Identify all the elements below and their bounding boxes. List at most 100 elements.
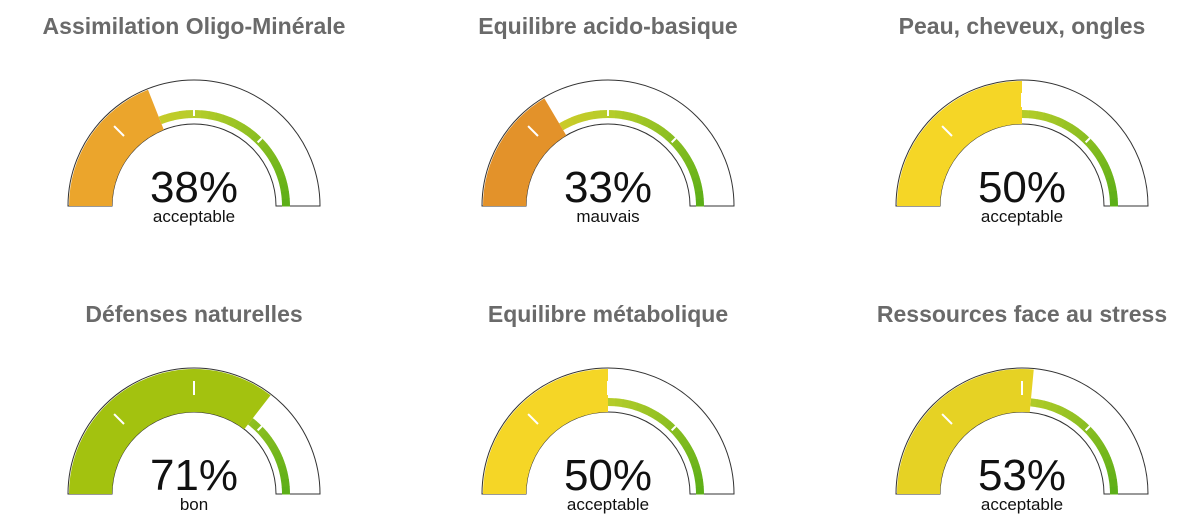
scale-segment	[1067, 412, 1079, 424]
gauge-title: Ressources face au stress	[877, 301, 1167, 327]
gauge-tick	[1084, 137, 1091, 144]
scale-segment	[280, 478, 290, 488]
scale-segment	[600, 110, 609, 119]
gauge-value-label: 50%	[978, 163, 1066, 212]
scale-segment	[272, 450, 283, 461]
scale-segment	[256, 138, 268, 150]
scale-segment	[665, 133, 677, 145]
gauge: Equilibre acido-basique 33%mauvais	[478, 13, 737, 226]
scale-segment	[1035, 111, 1045, 121]
gauge-value-label: 38%	[150, 163, 238, 212]
scale-segment	[608, 398, 617, 407]
scale-segment	[207, 111, 217, 121]
gauge-value-fill	[483, 98, 567, 206]
scale-segment	[628, 400, 639, 411]
scale-segment	[621, 111, 631, 121]
gauge-tick	[256, 425, 263, 432]
scale-segment	[277, 176, 288, 186]
scale-segment	[694, 478, 704, 488]
scale-segment	[277, 464, 288, 474]
gauge-title: Défenses naturelles	[85, 301, 302, 327]
scale-segment	[659, 128, 671, 140]
scale-segment	[585, 111, 595, 121]
scale-segment	[256, 426, 268, 438]
scale-segment	[689, 457, 700, 468]
scale-segment	[693, 183, 703, 193]
gauge-status-label: bon	[180, 495, 208, 514]
scale-segment	[1105, 176, 1116, 186]
gauge-tick	[670, 137, 677, 144]
scale-segment	[200, 110, 210, 120]
gauge-value-fill	[897, 369, 1034, 494]
gauge-status-label: acceptable	[567, 495, 649, 514]
gauge: Equilibre métabolique 50%acceptable	[481, 301, 735, 514]
scale-segment	[239, 124, 251, 136]
gauge-tick	[113, 125, 125, 137]
scale-segment	[1108, 478, 1118, 488]
gauge-tick	[527, 413, 539, 425]
scale-segment	[1084, 426, 1096, 438]
gauge-tick	[670, 425, 677, 432]
gauge-tick	[941, 413, 953, 425]
scale-segment	[1084, 138, 1096, 150]
scale-segment	[247, 418, 257, 428]
scale-segment	[691, 464, 702, 474]
scale-segment	[1109, 486, 1118, 495]
scale-segment	[275, 169, 286, 180]
scale-segment	[571, 114, 582, 125]
scale-segment	[272, 162, 283, 173]
scale-segment	[659, 416, 671, 428]
scale-segment	[171, 111, 181, 121]
gauge-tick	[527, 125, 539, 137]
scale-segment	[1030, 398, 1038, 408]
gauge-title: Peau, cheveux, ongles	[899, 13, 1146, 39]
scale-segment	[1079, 133, 1091, 145]
gauge: Peau, cheveux, ongles 50%acceptable	[895, 13, 1149, 226]
scale-segment	[628, 112, 639, 123]
scale-segment	[694, 190, 704, 200]
scale-segment	[275, 457, 286, 468]
scale-segment	[614, 398, 624, 408]
gauge-value-fill	[69, 369, 271, 494]
gauge-value-label: 50%	[564, 451, 652, 500]
gauge-value-label: 33%	[564, 163, 652, 212]
scale-segment	[686, 162, 697, 173]
scale-segment	[691, 176, 702, 186]
scale-segment	[614, 110, 624, 120]
scale-segment	[592, 110, 602, 120]
scale-segment	[1042, 112, 1053, 123]
gauge-value-fill	[483, 369, 608, 494]
scale-segment	[1073, 128, 1085, 140]
scale-segment	[178, 110, 188, 120]
scale-segment	[686, 450, 697, 461]
gauge-tick	[256, 137, 263, 144]
scale-segment	[194, 110, 203, 119]
scale-segment	[280, 190, 290, 200]
scale-segment	[1107, 471, 1117, 481]
gauge-title: Equilibre métabolique	[488, 301, 728, 327]
scale-segment	[281, 486, 290, 495]
gauge-title: Equilibre acido-basique	[478, 13, 737, 39]
gauge-title: Assimilation Oligo-Minérale	[43, 13, 346, 39]
scale-segment	[1035, 399, 1045, 409]
scale-segment	[1073, 416, 1085, 428]
scale-segment	[1103, 457, 1114, 468]
scale-segment	[621, 399, 631, 409]
scale-segment	[1103, 169, 1114, 180]
scale-segment	[1109, 198, 1118, 207]
scale-segment	[1042, 400, 1053, 411]
scale-segment	[279, 471, 289, 481]
gauge-tick	[113, 413, 125, 425]
scale-segment	[578, 112, 588, 123]
scale-segment	[281, 198, 290, 207]
scale-segment	[689, 169, 700, 180]
gauge-value-fill	[69, 89, 164, 206]
gauge-status-label: mauvais	[576, 207, 639, 226]
scale-segment	[1100, 162, 1111, 173]
scale-segment	[1022, 110, 1031, 119]
gauge-status-label: acceptable	[981, 495, 1063, 514]
scale-segment	[670, 138, 682, 150]
gauge: Ressources face au stress 53%acceptable	[877, 301, 1167, 514]
scale-segment	[653, 412, 665, 424]
scale-segment	[279, 183, 289, 193]
